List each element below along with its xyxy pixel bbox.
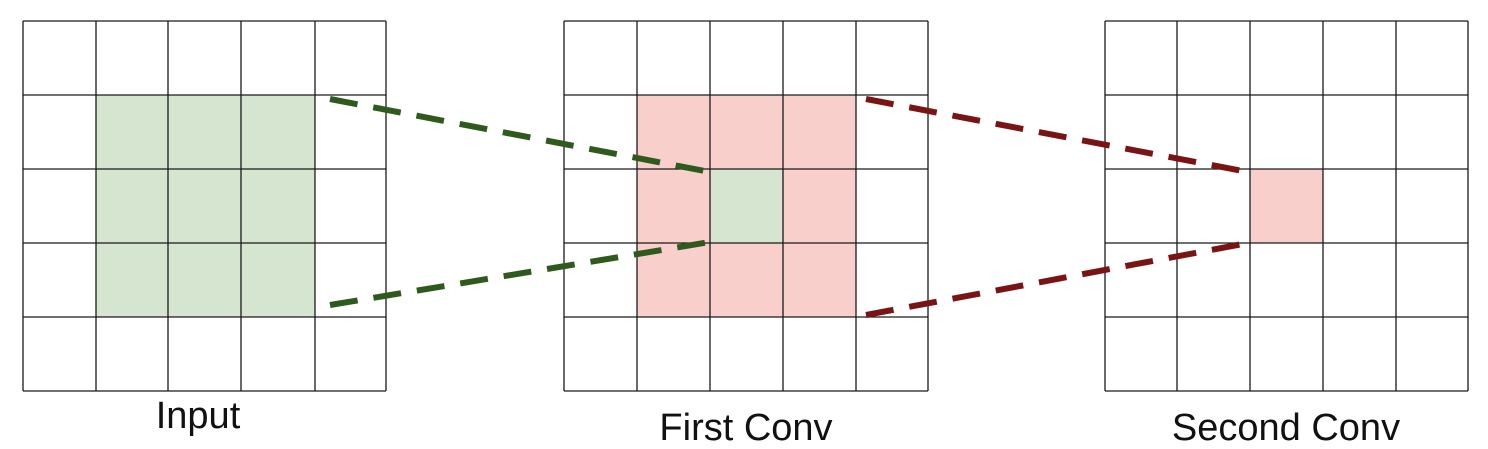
input-to-first-connector bbox=[329, 96, 711, 308]
input-label: Input bbox=[156, 395, 241, 437]
second-conv-label: Second Conv bbox=[1172, 407, 1400, 449]
second-conv-center-cell bbox=[1250, 169, 1323, 243]
first-conv-grid: First Conv bbox=[563, 20, 929, 449]
input-grid: Input bbox=[22, 20, 387, 437]
first-to-second-connector bbox=[865, 96, 1249, 318]
first-conv-label: First Conv bbox=[659, 407, 832, 449]
second-conv-grid-lines bbox=[1104, 20, 1469, 392]
first-to-second-lower-dash bbox=[865, 240, 1249, 318]
first-conv-grid-lines bbox=[563, 20, 929, 392]
second-conv-grid: Second Conv bbox=[1104, 20, 1469, 449]
input-grid-lines bbox=[22, 20, 387, 392]
first-to-second-upper-dash bbox=[865, 96, 1249, 175]
input-highlight-region bbox=[96, 95, 315, 317]
input-to-first-lower-dash bbox=[329, 239, 711, 308]
first-conv-center-cell bbox=[710, 169, 783, 243]
input-to-first-upper-dash bbox=[329, 96, 711, 175]
